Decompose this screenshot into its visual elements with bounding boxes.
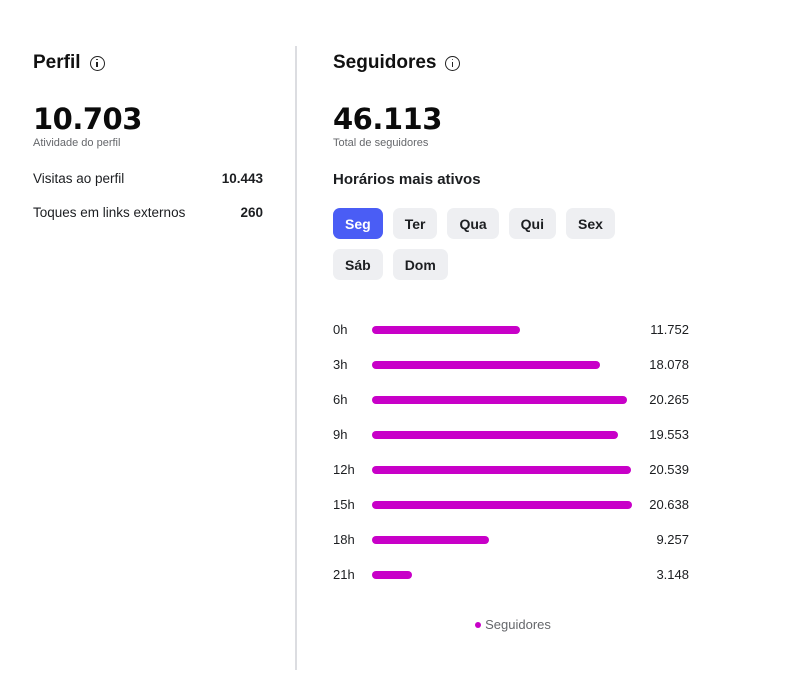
bar-category-label: 0h [333,322,348,337]
tab-seg[interactable]: Seg [333,208,383,239]
tab-qua[interactable]: Qua [447,208,499,239]
metric-label: Toques em links externos [33,204,186,220]
bar-value-label: 9.257 [656,532,689,547]
metric-value: 260 [240,204,263,220]
chart-legend: Seguidores [333,617,693,632]
metric-row-external-link-taps: Toques em links externos 260 [33,195,263,229]
followers-title: Seguidores [333,52,437,73]
metric-row-profile-visits: Visitas ao perfil 10.443 [33,161,263,195]
followers-total-label: Total de seguidores [333,137,429,149]
bar[interactable] [372,570,412,579]
bar-category-label: 3h [333,357,348,372]
bar-value-label: 3.148 [656,567,689,582]
legend-dot-icon [475,621,482,628]
bar-row-6h: 6h 20.265 [333,382,693,417]
bar-row-0h: 0h 11.752 [333,312,693,347]
bar-row-18h: 18h 9.257 [333,522,693,557]
bar-row-9h: 9h 19.553 [333,417,693,452]
bar-category-label: 9h [333,427,348,442]
panel-divider [295,46,297,670]
info-icon[interactable] [89,55,105,71]
day-tabs: Seg Ter Qua Qui Sex Sáb Dom [333,208,673,280]
followers-header: Seguidores [333,50,693,76]
bar-value-label: 19.553 [649,427,689,442]
metric-value: 10.443 [221,170,263,186]
followers-panel: Seguidores 46.113 Total de seguidores Ho… [333,50,693,632]
bar-value-label: 20.638 [649,497,689,512]
bar[interactable] [372,360,600,369]
bar-row-3h: 3h 18.078 [333,347,693,382]
profile-title: Perfil [33,52,81,73]
bar-track [372,430,642,439]
tab-sex[interactable]: Sex [566,208,615,239]
tab-ter[interactable]: Ter [392,208,438,239]
bar[interactable] [372,535,489,544]
profile-metrics: Visitas ao perfil 10.443 Toques em links… [33,161,263,229]
bar-category-label: 21h [333,567,355,582]
legend-label: Seguidores [485,617,551,632]
followers-total-value: 46.113 [333,102,442,136]
active-hours-title: Horários mais ativos [333,171,481,188]
bar-track [372,465,642,474]
profile-activity-value: 10.703 [33,102,142,136]
bar-category-label: 12h [333,462,355,477]
bar-value-label: 11.752 [650,322,689,337]
bar-value-label: 20.265 [649,392,689,407]
bar-track [372,535,642,544]
bar-row-21h: 21h 3.148 [333,557,693,592]
bar[interactable] [372,500,632,509]
bar[interactable] [372,465,631,474]
tab-dom[interactable]: Dom [392,249,448,280]
bar-category-label: 18h [333,532,355,547]
tab-sab[interactable]: Sáb [333,249,383,280]
profile-activity-label: Atividade do perfil [33,137,121,149]
bar[interactable] [372,325,520,334]
bar-track [372,395,642,404]
bar-category-label: 15h [333,497,355,512]
bar-track [372,325,642,334]
bar-track [372,360,642,369]
profile-header: Perfil [33,50,263,76]
bar-row-12h: 12h 20.539 [333,452,693,487]
info-icon[interactable] [445,55,461,71]
bar-value-label: 18.078 [649,357,689,372]
active-hours-chart: 0h 11.752 3h 18.078 6h 20.265 9h 19.553 12h 20.53… [333,312,693,592]
profile-panel: Perfil 10.703 Atividade do perfil Visita… [33,50,263,229]
bar-track [372,570,642,579]
bar-category-label: 6h [333,392,348,407]
bar-value-label: 20.539 [649,462,689,477]
bar-row-15h: 15h 20.638 [333,487,693,522]
tab-qui[interactable]: Qui [508,208,557,239]
bar[interactable] [372,430,618,439]
metric-label: Visitas ao perfil [33,170,125,186]
bar[interactable] [372,395,627,404]
bar-track [372,500,642,509]
